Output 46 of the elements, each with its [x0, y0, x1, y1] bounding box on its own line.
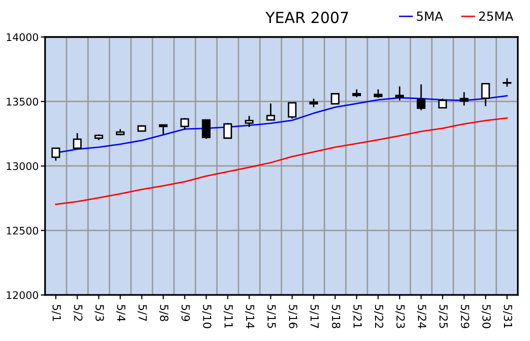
x-tick-label: 5/17 [310, 304, 319, 328]
x-tick-label: 5/24 [417, 304, 426, 328]
candlestick [460, 91, 468, 106]
candlestick [288, 102, 297, 120]
candlestick [180, 117, 190, 130]
candlestick [244, 115, 254, 128]
x-tick-label: 5/31 [502, 304, 512, 328]
x-tick-label: 5/16 [288, 304, 298, 328]
x-tick-label: 5/10 [202, 304, 212, 328]
x-tick-label: 5/15 [266, 304, 276, 328]
candlestick [223, 122, 232, 139]
x-tick-label: 5/29 [460, 304, 470, 328]
y-tick-label: 12000 [6, 291, 38, 300]
y-tick-label: 13000 [6, 162, 38, 170]
x-tick-label: 5/3 [94, 304, 104, 321]
x-tick-label: 5/14 [245, 304, 254, 328]
chart-title: YEAR 2007 [265, 12, 348, 24]
candlestick [158, 124, 168, 136]
y-tick-label: 14000 [6, 33, 38, 42]
line-series [55, 117, 508, 205]
candlestick [51, 147, 60, 162]
candlestick [72, 132, 82, 149]
x-tick-label: 5/11 [224, 304, 233, 328]
x-tick-label: 5/1 [52, 304, 61, 321]
candlestick [202, 119, 211, 140]
legend-label: 25MA [479, 11, 514, 21]
candlestick [330, 93, 340, 105]
y-tick-label: 13500 [6, 98, 38, 106]
legend-label: 5MA [416, 12, 444, 21]
x-tick-label: 5/7 [138, 304, 147, 321]
x-tick-label: 5/30 [481, 304, 491, 328]
x-tick-label: 5/21 [352, 304, 362, 328]
candlestick [438, 98, 447, 109]
candlestick [395, 86, 404, 102]
x-tick-label: 5/22 [374, 304, 384, 328]
x-tick-label: 5/25 [438, 304, 448, 328]
x-tick-label: 5/8 [159, 304, 168, 322]
x-tick-label: 5/4 [116, 304, 126, 322]
y-tick-label: 12500 [6, 226, 38, 235]
x-tick-label: 5/9 [180, 304, 190, 322]
candlestick [416, 84, 426, 111]
x-tick-label: 5/18 [331, 304, 340, 328]
x-tick-label: 5/23 [396, 304, 405, 328]
candlestick [266, 102, 276, 121]
candlestick [481, 82, 490, 107]
x-tick-label: 5/2 [73, 304, 82, 321]
